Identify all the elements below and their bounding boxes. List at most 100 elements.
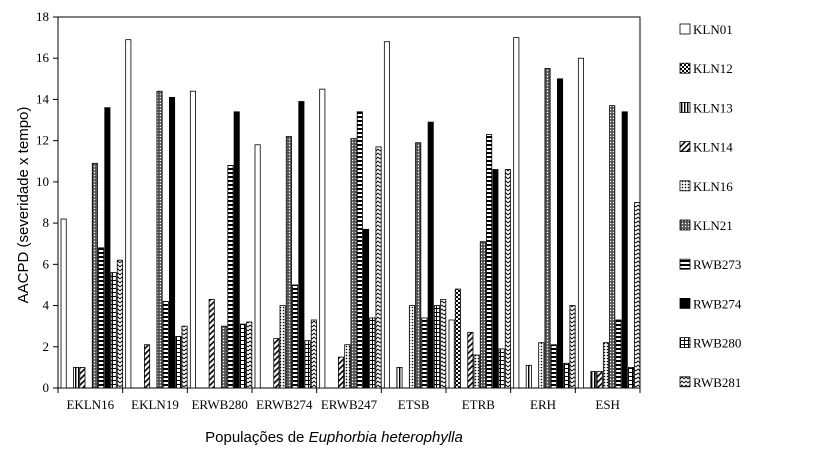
bar-rwb273-ekln16 — [98, 247, 105, 389]
legend-label-rwb281: RWB281 — [693, 375, 741, 390]
bar-rwb281-erwb274 — [310, 319, 317, 389]
bar-rwb280-erwb247 — [369, 317, 376, 389]
y-tick-label: 12 — [36, 133, 49, 148]
y-tick-label: 0 — [43, 380, 50, 395]
bar-rwb273-etsb — [421, 317, 428, 389]
bar-rwb274-erwb247 — [363, 228, 370, 389]
bar-kln21-etrb — [479, 241, 486, 389]
x-tick-label: ERWB247 — [321, 397, 378, 412]
x-tick-label: ERWB280 — [191, 397, 247, 412]
legend-swatch-rwb273 — [679, 258, 691, 270]
bar-rwb274-etsb — [427, 121, 434, 389]
bar-rwb281-esh — [634, 202, 641, 389]
bar-kln12-etrb — [454, 288, 461, 389]
bar-rwb273-erwb247 — [356, 111, 363, 389]
y-tick-label: 4 — [43, 298, 50, 313]
bar-rwb280-ekln19 — [175, 336, 182, 389]
bar-kln14-etrb — [467, 331, 474, 389]
legend-label-kln13: KLN13 — [693, 100, 733, 115]
bar-rwb273-erh — [550, 344, 557, 389]
y-axis-title: AACPD (severidade x tempo) — [15, 107, 32, 304]
legend-swatch-rwb274 — [679, 297, 691, 309]
bar-rwb273-ekln19 — [162, 301, 169, 389]
bar-kln21-erh — [544, 68, 551, 389]
bar-kln21-ekln19 — [156, 90, 163, 389]
legend-swatch-kln14 — [679, 141, 691, 153]
bar-kln14-erwb280 — [208, 298, 215, 389]
bar-kln14-erwb247 — [338, 356, 345, 389]
bar-kln16-esh — [602, 342, 609, 389]
bar-rwb274-erh — [557, 78, 564, 389]
bar-rwb274-erwb280 — [233, 111, 240, 389]
bar-kln01-ekln19 — [125, 39, 132, 389]
bar-kln21-erwb247 — [350, 138, 357, 389]
bar-rwb280-erwb274 — [304, 340, 311, 389]
bar-rwb281-ekln16 — [116, 259, 123, 389]
legend-label-kln01: KLN01 — [693, 22, 733, 37]
x-axis-title: Populações de Euphorbia heterophylla — [205, 429, 463, 446]
y-tick-label: 10 — [36, 174, 49, 189]
bar-rwb281-etsb — [440, 298, 447, 389]
bar-rwb273-esh — [615, 319, 622, 389]
bar-rwb281-etrb — [504, 169, 511, 389]
legend-swatch-rwb281 — [679, 376, 691, 388]
bar-rwb281-erwb280 — [246, 321, 253, 389]
bar-kln16-erwb247 — [344, 344, 351, 389]
legend-swatch-kln01 — [679, 23, 691, 35]
bar-rwb273-erwb274 — [292, 284, 299, 389]
bar-kln13-erh — [525, 364, 532, 389]
bar-kln21-erwb274 — [285, 136, 292, 389]
bar-rwb280-erh — [563, 362, 570, 389]
legend-label-rwb274: RWB274 — [693, 296, 742, 311]
bar-kln01-etrb — [448, 319, 455, 389]
bar-kln01-erwb247 — [319, 88, 326, 389]
bar-kln21-erwb280 — [221, 325, 228, 389]
x-axis-title-prefix: Populações de — [205, 429, 308, 446]
bar-rwb274-ekln16 — [104, 107, 111, 389]
legend-swatch-kln21 — [679, 219, 691, 231]
bar-rwb281-erwb247 — [375, 146, 382, 389]
legend-swatch-rwb280 — [679, 337, 691, 349]
bar-kln21-etsb — [415, 142, 422, 389]
legend-label-kln12: KLN12 — [693, 61, 733, 76]
bar-rwb280-ekln16 — [110, 272, 117, 389]
bar-kln01-esh — [577, 57, 584, 389]
legend-label-kln21: KLN21 — [693, 218, 733, 233]
legend-swatch-kln12 — [679, 62, 691, 74]
y-tick-label: 18 — [36, 9, 49, 24]
legend-label-rwb273: RWB273 — [693, 257, 741, 272]
bar-rwb273-etrb — [486, 134, 493, 389]
x-tick-label: ERH — [530, 397, 556, 412]
bar-kln01-erwb280 — [189, 90, 196, 389]
y-tick-label: 8 — [43, 215, 50, 230]
bar-kln14-ekln19 — [144, 344, 151, 389]
bar-rwb281-erh — [569, 305, 576, 389]
bar-kln01-erh — [513, 37, 520, 389]
bar-kln13-etsb — [396, 366, 403, 389]
x-axis-title-species: Euphorbia heterophylla — [309, 429, 463, 446]
bar-kln16-erwb274 — [279, 305, 286, 389]
bar-kln21-ekln16 — [91, 162, 98, 389]
bar-kln01-erwb274 — [254, 144, 261, 389]
legend-label-kln14: KLN14 — [693, 140, 733, 155]
bar-kln01-ekln16 — [60, 218, 67, 389]
bar-rwb274-erwb274 — [298, 101, 305, 389]
bar-rwb274-ekln19 — [169, 96, 176, 389]
bar-kln01-etsb — [383, 41, 390, 389]
legend-swatch-kln13 — [679, 102, 691, 113]
bar-rwb280-etrb — [498, 348, 505, 389]
x-tick-label: ESH — [595, 397, 620, 412]
x-tick-label: ETSB — [398, 397, 430, 412]
bar-rwb280-etsb — [433, 305, 440, 389]
legend-label-kln16: KLN16 — [693, 179, 733, 194]
bar-kln14-esh — [596, 371, 603, 389]
bar-rwb280-esh — [627, 366, 634, 389]
bar-rwb280-erwb280 — [239, 323, 246, 389]
bar-kln13-ekln16 — [73, 366, 80, 389]
bar-kln16-erh — [538, 342, 545, 389]
bar-rwb281-ekln19 — [181, 325, 188, 389]
bar-kln14-ekln16 — [79, 366, 86, 389]
y-tick-label: 14 — [36, 91, 50, 106]
